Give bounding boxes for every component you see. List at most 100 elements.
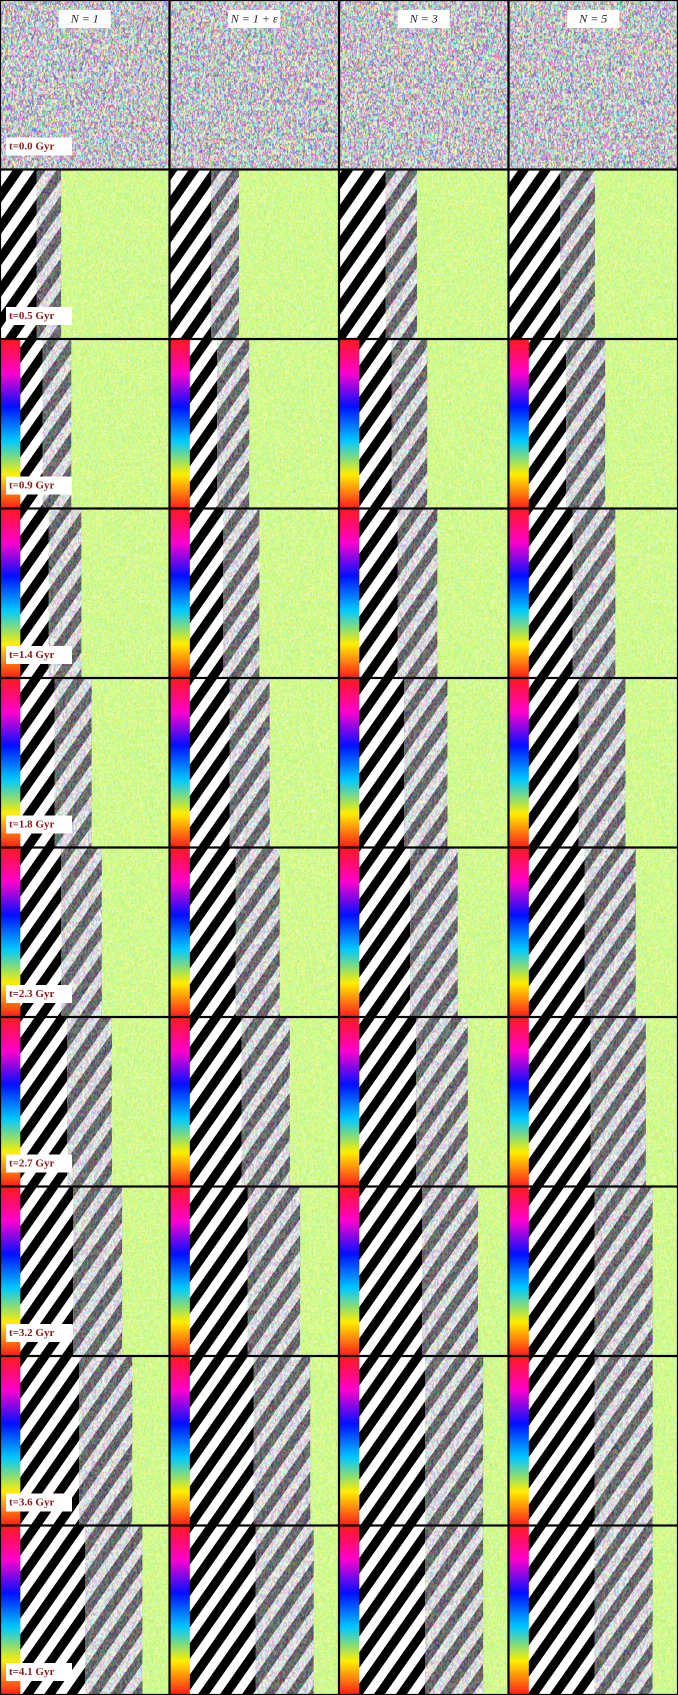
panel-band xyxy=(0,1186,21,1356)
panel xyxy=(338,847,509,1018)
panel-band xyxy=(169,1017,190,1187)
panel xyxy=(169,508,340,679)
panel-speckle xyxy=(241,1017,290,1187)
panel-speckle xyxy=(410,847,458,1017)
panel xyxy=(169,0,340,170)
panel-band xyxy=(508,339,529,509)
time-label-box xyxy=(6,476,72,495)
panel-speckle xyxy=(217,339,250,509)
panel-band xyxy=(508,1017,529,1187)
panel-speckle xyxy=(560,169,595,339)
panel-border xyxy=(169,847,340,1018)
panel-speckle xyxy=(73,1186,123,1356)
time-label: t=4.1 Gyr xyxy=(9,1666,54,1678)
time-label-box xyxy=(6,646,72,664)
panel-border xyxy=(338,1186,509,1357)
panel-band xyxy=(339,339,360,509)
panel-band xyxy=(169,508,190,678)
panel xyxy=(508,1355,678,1526)
panel-band xyxy=(339,847,360,1017)
panel xyxy=(338,1186,509,1357)
panel xyxy=(508,1016,678,1187)
panel-band xyxy=(169,678,190,848)
panel xyxy=(169,169,340,340)
panel-border xyxy=(338,508,509,679)
panel-band xyxy=(508,1186,529,1356)
panel-border xyxy=(169,677,340,848)
panel-speckle xyxy=(594,1186,653,1356)
panel xyxy=(508,338,678,509)
panel-speckle xyxy=(247,1186,301,1356)
panel-speckle xyxy=(425,1356,484,1526)
panel xyxy=(169,1016,340,1187)
panel-speckle xyxy=(397,508,438,678)
panel-speckle xyxy=(416,1017,468,1187)
time-label-box xyxy=(6,815,72,834)
panel-band xyxy=(0,1017,21,1187)
panel-border xyxy=(0,677,170,848)
panel-border xyxy=(338,1355,509,1526)
panel-border xyxy=(0,338,170,509)
labels: N = 1 N = 1 + ε N = 3 N = 5 t=0.0 Gyr t=0.5 G… xyxy=(6,10,620,1681)
panel-speckle xyxy=(391,339,428,509)
panel-border xyxy=(338,1016,509,1187)
column-label-box xyxy=(58,10,111,28)
panel xyxy=(508,677,678,848)
panel-band xyxy=(0,1525,21,1695)
panel-speckle xyxy=(229,678,270,848)
panel-border xyxy=(338,0,509,170)
column-label-box xyxy=(397,10,450,28)
panel xyxy=(338,508,509,679)
column-label: N = 1 xyxy=(70,11,99,25)
time-label: t=1.4 Gyr xyxy=(9,649,54,661)
panel-speckle xyxy=(85,1525,143,1695)
panel xyxy=(508,169,678,340)
panel-band xyxy=(508,678,529,848)
time-label: t=0.5 Gyr xyxy=(9,310,54,322)
panel-border xyxy=(0,0,170,170)
panel-speckle xyxy=(79,1356,133,1526)
panel-noise xyxy=(508,0,678,170)
column-label-box xyxy=(567,10,620,28)
panel-speckle xyxy=(404,678,448,848)
panel-band xyxy=(339,1017,360,1187)
time-label-box xyxy=(6,1663,72,1681)
panel-speckle xyxy=(584,847,636,1017)
panel xyxy=(169,1355,340,1526)
panel-noise xyxy=(169,0,339,170)
panel-band xyxy=(508,1525,529,1695)
panel-border xyxy=(0,169,170,340)
panel-band xyxy=(169,339,190,509)
panel-speckle xyxy=(590,1017,646,1187)
panel-speckle xyxy=(211,169,239,339)
panel-band xyxy=(0,1356,21,1526)
time-label: t=0.9 Gyr xyxy=(9,480,54,492)
time-label-box xyxy=(6,985,72,1003)
panel-band xyxy=(339,1186,360,1356)
panel-speckle xyxy=(578,678,626,848)
column-label: N = 5 xyxy=(578,11,607,25)
panel xyxy=(338,1355,509,1526)
time-label: t=2.3 Gyr xyxy=(9,988,54,1000)
panel xyxy=(338,169,509,340)
column-label: N = 3 xyxy=(409,11,438,25)
panel-border xyxy=(169,1186,340,1357)
panel-speckle xyxy=(253,1356,311,1526)
panel xyxy=(169,677,340,848)
panel-band xyxy=(0,678,21,848)
time-label-box xyxy=(6,307,72,325)
panel-border xyxy=(338,169,509,340)
panel-border xyxy=(169,508,340,679)
panel-speckle xyxy=(67,1017,112,1187)
panel-band xyxy=(339,1356,360,1526)
panel-border xyxy=(169,0,340,170)
panel-band xyxy=(0,847,21,1017)
column-label: N = 1 + ε xyxy=(230,11,278,25)
panel xyxy=(338,677,509,848)
panel-speckle xyxy=(422,1186,478,1356)
panel-band xyxy=(339,678,360,848)
panel-band xyxy=(339,508,360,678)
panel xyxy=(0,1525,170,1695)
